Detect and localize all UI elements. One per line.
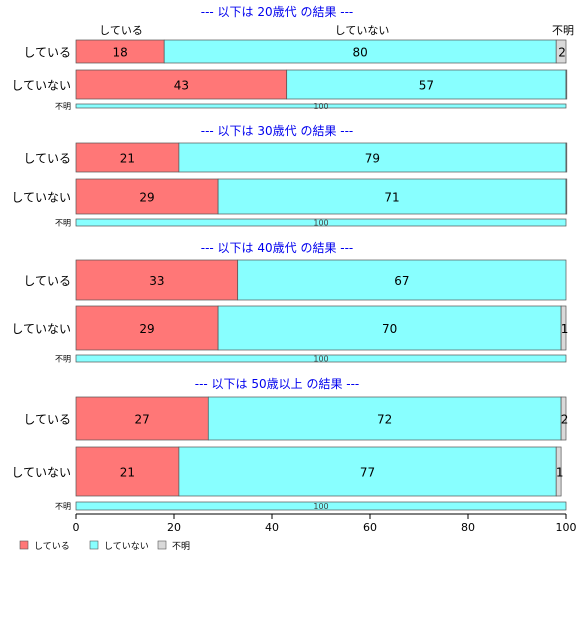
- x-tick-label: 20: [167, 521, 181, 534]
- panel-3: --- 以下は 40歳代 の結果 --- している 33 67 していない 29 70 1 不明…: [11, 241, 568, 364]
- bar-segment: [217, 178, 567, 215]
- row-label: 不明: [55, 355, 71, 364]
- bar-value-label: 29: [139, 322, 154, 336]
- legend: している していない 不明: [19, 540, 190, 552]
- bar-segment: [75, 305, 219, 351]
- column-header-fumei: 不明: [552, 24, 574, 37]
- panel-title: --- 以下は 20歳代 の結果 ---: [201, 5, 354, 19]
- row-label: している: [23, 152, 71, 166]
- panel-title: --- 以下は 50歳以上 の結果 ---: [195, 377, 360, 391]
- legend-swatch: [157, 540, 167, 550]
- bar-segment: [555, 446, 562, 497]
- bar-value-label: 1: [556, 466, 564, 480]
- bar-segment: [207, 396, 562, 441]
- bar-value-label: 33: [149, 274, 164, 288]
- x-tick-label: 100: [556, 521, 577, 534]
- bar-segment: [75, 142, 180, 173]
- row-label: していない: [11, 466, 71, 480]
- legend-label: 不明: [172, 541, 190, 552]
- column-header-group: している していない 不明: [99, 24, 574, 37]
- bar-value-label: 100: [313, 355, 328, 364]
- x-tick-label: 60: [363, 521, 377, 534]
- column-header-shiteinai: していない: [335, 24, 390, 37]
- bar-value-label: 1: [561, 322, 569, 336]
- panel-2: --- 以下は 30歳代 の結果 --- している 21 79 していない 29 71 不明 1…: [11, 124, 568, 228]
- bar-value-label: 21: [120, 466, 135, 480]
- bar-segment: [75, 218, 567, 227]
- row-label: していない: [11, 79, 71, 93]
- bar-segment: [75, 396, 209, 441]
- bar-value-label: 2: [561, 413, 569, 427]
- bar-value-label: 100: [313, 102, 328, 111]
- bar-value-label: 67: [394, 274, 409, 288]
- x-tick-label: 80: [461, 521, 475, 534]
- bar-value-label: 57: [419, 79, 434, 93]
- bar-segment: [75, 446, 180, 497]
- panel-1: --- 以下は 20歳代 の結果 --- している 18 80 2 していない 43 57 不明…: [11, 5, 568, 111]
- bar-value-label: 77: [360, 466, 375, 480]
- bar-value-label: 71: [384, 191, 399, 205]
- bar-value-label: 100: [313, 502, 328, 511]
- bar-value-label: 100: [313, 219, 328, 228]
- row-label: していない: [11, 322, 71, 336]
- bar-segment: [178, 142, 567, 173]
- row-label: している: [23, 46, 71, 60]
- bar-segment: [565, 69, 568, 100]
- bar-segment: [75, 103, 567, 109]
- bar-segment: [560, 305, 567, 351]
- legend-label: している: [34, 541, 70, 552]
- bar-value-label: 29: [139, 191, 154, 205]
- bar-segment: [75, 501, 567, 511]
- bar-segment: [237, 259, 567, 301]
- bar-value-label: 70: [382, 322, 397, 336]
- bar-value-label: 27: [135, 413, 150, 427]
- bar-value-label: 21: [120, 152, 135, 166]
- bar-value-label: 2: [558, 46, 566, 60]
- column-header-shiteiru: している: [99, 24, 143, 37]
- legend-swatch: [89, 540, 99, 550]
- bar-value-label: 79: [365, 152, 380, 166]
- row-label: していない: [11, 191, 71, 205]
- panel-title: --- 以下は 30歳代 の結果 ---: [201, 124, 354, 138]
- row-label: 不明: [55, 102, 71, 111]
- bar-value-label: 80: [353, 46, 368, 60]
- bar-segment: [75, 178, 219, 215]
- bar-segment: [565, 142, 568, 173]
- bar-segment: [75, 354, 567, 363]
- panel-title: --- 以下は 40歳代 の結果 ---: [201, 241, 354, 255]
- row-label: 不明: [55, 502, 71, 511]
- bar-segment: [560, 396, 567, 441]
- bar-segment: [217, 305, 562, 351]
- row-label: 不明: [55, 219, 71, 228]
- panel-4: --- 以下は 50歳以上 の結果 --- している 27 72 2 していない 21 77 1…: [11, 377, 568, 511]
- x-tick-label: 40: [265, 521, 279, 534]
- x-axis: 0 20 40 60 80 100: [73, 513, 577, 534]
- bar-segment: [286, 69, 567, 100]
- bar-value-label: 72: [377, 413, 392, 427]
- bar-segment: [178, 446, 557, 497]
- row-label: している: [23, 274, 71, 288]
- bar-segment: [555, 39, 567, 64]
- legend-label: していない: [104, 541, 149, 552]
- bar-segment: [75, 259, 239, 301]
- panels-group: --- 以下は 20歳代 の結果 --- している 18 80 2 していない 43 57 不明…: [11, 5, 568, 511]
- row-label: している: [23, 413, 71, 427]
- bar-segment: [565, 178, 568, 215]
- bar-value-label: 18: [112, 46, 127, 60]
- bar-value-label: 43: [174, 79, 189, 93]
- x-tick-label: 0: [73, 521, 80, 534]
- legend-swatch: [19, 540, 29, 550]
